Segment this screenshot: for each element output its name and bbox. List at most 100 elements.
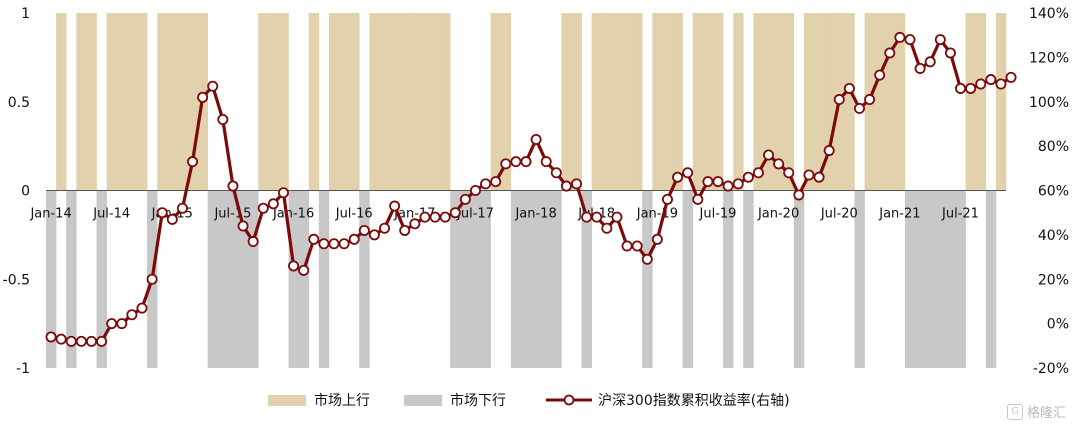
data-point [379,222,391,234]
bar-up [632,13,643,191]
data-point [975,78,987,90]
data-point [651,233,663,245]
data-point [136,302,148,314]
right-tick-label: -20% [1033,361,1069,377]
data-point [288,260,300,272]
bar-up [379,13,390,191]
bar-down [743,190,754,368]
data-point [449,207,461,219]
bar-down [450,190,461,368]
data-point [419,211,431,223]
bar-up [975,13,987,191]
data-point [409,218,421,230]
data-point [439,211,451,223]
data-point [672,171,684,183]
data-point [560,180,572,192]
data-point [803,169,815,181]
bar-up [965,13,976,191]
data-point [500,158,512,170]
data-point [924,56,936,68]
data-point [702,176,714,188]
data-point [389,200,401,212]
data-point [783,167,795,179]
bar-down [935,190,946,368]
right-tick-label: 100% [1029,95,1069,111]
data-point [429,211,441,223]
bar-down [723,190,734,368]
left-axis-ticks: 1 0.5 0 -0.5 -1 [3,6,30,377]
left-tick-label: 0 [21,184,30,200]
data-point [480,178,492,190]
data-point [581,211,593,223]
bar-down [238,190,249,368]
data-point [510,156,522,168]
bar-down [288,190,299,368]
data-point [75,335,87,347]
bar-up [824,13,835,191]
bar-up [773,13,784,191]
data-point [894,31,906,43]
bar-up [258,13,269,191]
data-point [237,220,249,232]
legend: 市场上行 市场下行 沪深300指数累积收益率(右轴) [0,387,1080,413]
x-axis-ticks: Jan-14Jul-14Jan-15Jul-15Jan-16Jul-16Jan-… [29,207,979,222]
data-point [853,102,865,114]
data-point [55,333,67,345]
bar-up [884,13,896,191]
bar-up [702,13,714,191]
legend-item-line: 沪深300指数累积收益率(右轴) [546,387,790,413]
bar-up [591,13,603,191]
data-point [126,309,138,321]
bar-down [955,190,966,368]
x-tick-label: Jul-14 [92,207,130,222]
data-point [520,156,532,168]
data-point [864,94,876,106]
bar-up [177,13,188,191]
bar-up [500,13,512,191]
right-tick-label: 140% [1029,6,1069,22]
data-point [348,233,360,245]
bar-up [157,13,168,191]
bar-up [733,13,744,191]
data-point [399,224,411,236]
watermark-logo-icon: G [1006,403,1023,420]
bar-up [844,13,855,191]
data-point [146,273,158,285]
data-point [368,229,380,241]
bar-up [712,13,724,191]
watermark-text: 格隆汇 [1026,406,1066,421]
bar-down [682,190,694,368]
data-point [65,335,77,347]
data-point [227,180,239,192]
data-point [611,211,623,223]
data-point [298,264,310,276]
data-point [884,47,896,59]
bar-up [440,13,451,191]
legend-line-marker [546,394,592,406]
bar-up [783,13,795,191]
x-tick-label: Jan-18 [514,207,556,222]
bar-up [167,13,178,191]
right-axis-ticks: 140% 120% 100% 80% 60% 40% 20% 0% -20% [1029,6,1069,377]
data-point [469,184,481,196]
bar-down [520,190,532,368]
bar-down [904,190,916,368]
bar-down [915,190,926,368]
bar-up [116,13,128,191]
data-point [267,198,279,210]
right-tick-label: 80% [1038,139,1069,155]
data-point [742,171,754,183]
bar-up [753,13,764,191]
data-point [712,176,724,188]
bar-down [298,190,310,368]
bar-down [945,190,956,368]
left-tick-label: 0.5 [8,95,30,111]
bar-up [561,13,572,191]
bar-up [490,13,502,191]
data-point [459,193,471,205]
bar-down [854,190,865,368]
x-tick-label: Jan-16 [272,207,314,222]
right-tick-label: 40% [1038,228,1069,244]
bar-up [349,13,360,191]
right-tick-label: 60% [1038,184,1069,200]
